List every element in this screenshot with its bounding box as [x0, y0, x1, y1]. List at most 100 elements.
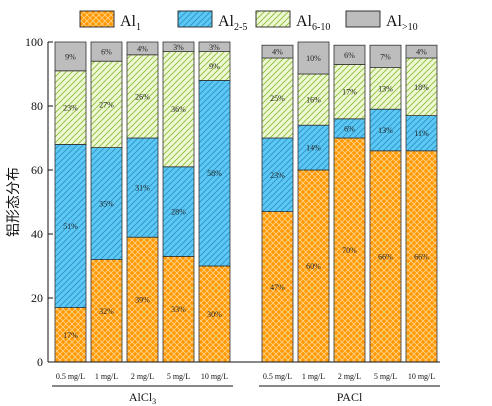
x-tick-label: 5 mg/L	[374, 372, 397, 381]
bar-segment-al2	[261, 137, 294, 212]
data-label-al1: 66%	[414, 252, 429, 261]
bar-segment-al3	[162, 51, 195, 168]
legend-label-al1: Al1	[120, 13, 141, 33]
data-label-al4: 4%	[272, 48, 283, 57]
x-axis: 0.5 mg/L 1 mg/L 2 mg/L 5 mg/L 10 mg/L AlCl3 0.…	[48, 361, 440, 406]
data-label-al4: 10%	[306, 54, 321, 63]
x-tick-label: 10 mg/L	[201, 372, 228, 381]
legend-item-al1: Al1	[79, 10, 141, 33]
bar-segment-al4	[90, 41, 123, 62]
data-label-al2: 31%	[135, 184, 150, 193]
bar-segment-al3	[405, 57, 438, 116]
bar-segment-al2	[198, 80, 231, 267]
x-tick-label: 1 mg/L	[302, 372, 325, 381]
data-label-al4: 4%	[137, 44, 148, 53]
data-label-al4: 3%	[209, 43, 220, 52]
bar-segment-al2	[54, 143, 87, 308]
data-label-al1: 66%	[378, 252, 393, 261]
data-label-al2: 35%	[99, 200, 114, 209]
data-label-al4: 9%	[65, 52, 76, 61]
bar-1-5: 30% 58% 9% 3%	[198, 41, 231, 363]
data-label-al2: 11%	[414, 129, 429, 138]
bar-segment-al1	[297, 169, 330, 363]
bar-2-3: 70% 6% 17% 6%	[333, 44, 366, 363]
bar-segment-al2	[405, 115, 438, 152]
bar-segment-al1	[90, 259, 123, 363]
data-label-al1: 60%	[306, 262, 321, 271]
bar-segment-al3	[90, 60, 123, 149]
bar-segment-al4	[162, 41, 195, 53]
data-label-al2: 13%	[378, 126, 393, 135]
legend-swatch-al4	[345, 10, 381, 28]
data-label-al3: 25%	[270, 94, 285, 103]
legend-swatch-al2	[177, 10, 213, 28]
data-label-al3: 17%	[342, 88, 357, 97]
data-label-al1: 70%	[342, 246, 357, 255]
data-label-al4: 7%	[380, 52, 391, 61]
data-label-al4: 3%	[173, 43, 184, 52]
data-label-al1: 30%	[207, 310, 222, 319]
data-label-al3: 18%	[414, 83, 429, 92]
data-label-al2: 6%	[344, 124, 355, 133]
bar-segment-al1	[405, 150, 438, 363]
x-tick-label: 2 mg/L	[131, 372, 154, 381]
bar-segment-al2	[90, 147, 123, 261]
legend-swatch-al1	[79, 10, 115, 28]
data-label-al3: 36%	[171, 105, 186, 114]
data-label-al2: 58%	[207, 169, 222, 178]
x-tick-label: 10 mg/L	[408, 372, 435, 381]
bar-segment-al3	[54, 70, 87, 145]
data-label-al2: 28%	[171, 208, 186, 217]
bar-segment-al1	[126, 236, 159, 363]
bars-layer: 17% 51% 23% 9% 32% 35% 27% 6% 39% 31% 26% 4% 33% 28% 3…	[54, 41, 438, 363]
data-label-al4: 4%	[416, 48, 427, 57]
data-label-al3: 16%	[306, 96, 321, 105]
data-label-al3: 9%	[209, 62, 220, 71]
y-tick-label: 40	[31, 227, 43, 241]
data-label-al3: 27%	[99, 100, 114, 109]
data-label-al3: 26%	[135, 92, 150, 101]
y-axis: 0 20 40 60 80 100 铝形态分布	[6, 35, 53, 369]
y-tick-label: 60	[31, 163, 43, 177]
x-tick-label: 2 mg/L	[338, 372, 361, 381]
bar-1-1: 17% 51% 23% 9%	[54, 41, 87, 363]
data-label-al1: 33%	[171, 305, 186, 314]
data-label-al2: 23%	[270, 171, 285, 180]
y-axis-title: 铝形态分布	[6, 167, 22, 237]
x-tick-label: 1 mg/L	[95, 372, 118, 381]
bar-segment-al4	[261, 44, 294, 59]
bar-segment-al1	[198, 265, 231, 363]
legend-item-al4: Al>10	[345, 10, 418, 33]
legend-swatch-al3	[255, 10, 291, 28]
bar-segment-al2	[126, 137, 159, 238]
bar-segment-al4	[297, 41, 330, 75]
group-label: AlCl3	[129, 390, 156, 406]
bar-segment-al3	[333, 64, 366, 120]
bar-1-2: 32% 35% 27% 6%	[90, 41, 123, 363]
data-label-al1: 17%	[63, 331, 78, 340]
y-tick-label: 80	[31, 99, 43, 113]
data-label-al3: 23%	[63, 104, 78, 113]
chart-legend: Al1 Al2-5 Al6-10 Al>10	[79, 10, 418, 33]
x-tick-label: 0.5 mg/L	[56, 372, 85, 381]
data-label-al3: 13%	[378, 84, 393, 93]
bar-segment-al4	[198, 41, 231, 53]
bar-segment-al4	[126, 41, 159, 56]
data-label-al2: 51%	[63, 222, 78, 231]
bar-segment-al3	[297, 73, 330, 126]
bar-segment-al4	[333, 44, 366, 65]
bar-segment-al4	[54, 41, 87, 72]
bar-2-4: 66% 13% 13% 7%	[369, 44, 402, 363]
legend-item-al2: Al2-5	[177, 10, 247, 33]
y-tick-label: 20	[31, 291, 43, 305]
bar-segment-al3	[126, 54, 159, 139]
legend-item-al3: Al6-10	[255, 10, 330, 33]
data-label-al1: 47%	[270, 283, 285, 292]
y-tick-label: 100	[25, 35, 43, 49]
data-label-al1: 39%	[135, 296, 150, 305]
bar-segment-al2	[162, 166, 195, 257]
data-label-al1: 32%	[99, 307, 114, 316]
data-label-al4: 6%	[344, 51, 355, 60]
